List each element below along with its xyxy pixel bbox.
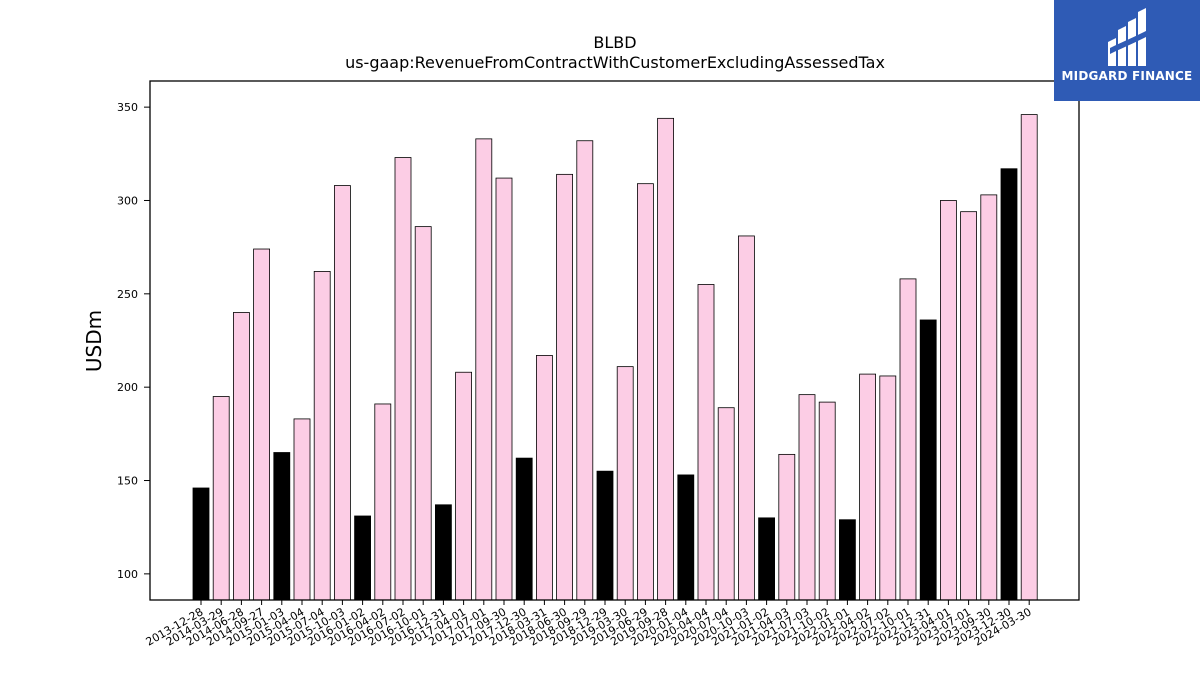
bar	[899, 278, 917, 601]
bars-layer	[192, 114, 1038, 601]
y-tick-label: 200	[117, 381, 138, 394]
y-tick-label: 300	[117, 194, 138, 207]
bar	[717, 407, 735, 601]
bar	[616, 366, 634, 601]
bar	[333, 185, 351, 601]
midgard-logo-icon	[1108, 8, 1148, 66]
bar	[798, 394, 816, 601]
bar	[677, 474, 695, 601]
bar	[818, 401, 836, 601]
y-tick-label: 150	[117, 475, 138, 488]
logo-text: MIDGARD FINANCE	[1061, 69, 1193, 83]
x-axis: 2013-12-282014-03-292014-06-282014-09-27…	[144, 600, 1034, 649]
bar	[657, 117, 674, 601]
bar	[313, 271, 331, 601]
bar	[434, 504, 452, 601]
bar	[253, 248, 271, 601]
bar	[536, 355, 553, 601]
bar	[778, 453, 796, 601]
bar	[839, 519, 856, 601]
plot-frame	[149, 80, 1080, 601]
bar	[1000, 168, 1018, 601]
bar	[919, 319, 937, 601]
bar	[879, 375, 897, 601]
bar	[212, 396, 230, 601]
bar	[859, 373, 876, 601]
bar	[192, 487, 210, 601]
y-tick-label: 350	[117, 101, 138, 114]
bar	[556, 173, 573, 601]
y-tick-label: 250	[117, 288, 138, 301]
chart-subtitle: us-gaap:RevenueFromContractWithCustomerE…	[345, 53, 885, 72]
y-axis-label: USDm	[82, 310, 106, 372]
bar	[495, 177, 513, 601]
bar	[738, 235, 755, 601]
bar	[293, 418, 311, 601]
bar	[940, 200, 957, 601]
bar	[960, 211, 977, 601]
bar	[758, 517, 775, 601]
bar	[273, 452, 291, 601]
bar	[1020, 114, 1038, 601]
y-tick-label: 100	[117, 568, 138, 581]
bar	[596, 470, 614, 601]
bar	[374, 403, 392, 601]
bar	[515, 457, 533, 601]
bar	[475, 138, 493, 601]
bar	[394, 157, 412, 601]
bar	[455, 371, 473, 601]
chart-title: BLBD	[593, 33, 636, 52]
bar	[697, 284, 715, 601]
bar	[980, 194, 998, 601]
midgard-finance-logo: MIDGARD FINANCE	[1054, 0, 1200, 101]
bar	[354, 515, 372, 601]
bar	[414, 226, 432, 601]
y-axis: 100 150 200 250 300 350	[117, 101, 150, 581]
bar	[232, 312, 250, 601]
bar	[576, 140, 594, 601]
bar	[637, 183, 654, 601]
